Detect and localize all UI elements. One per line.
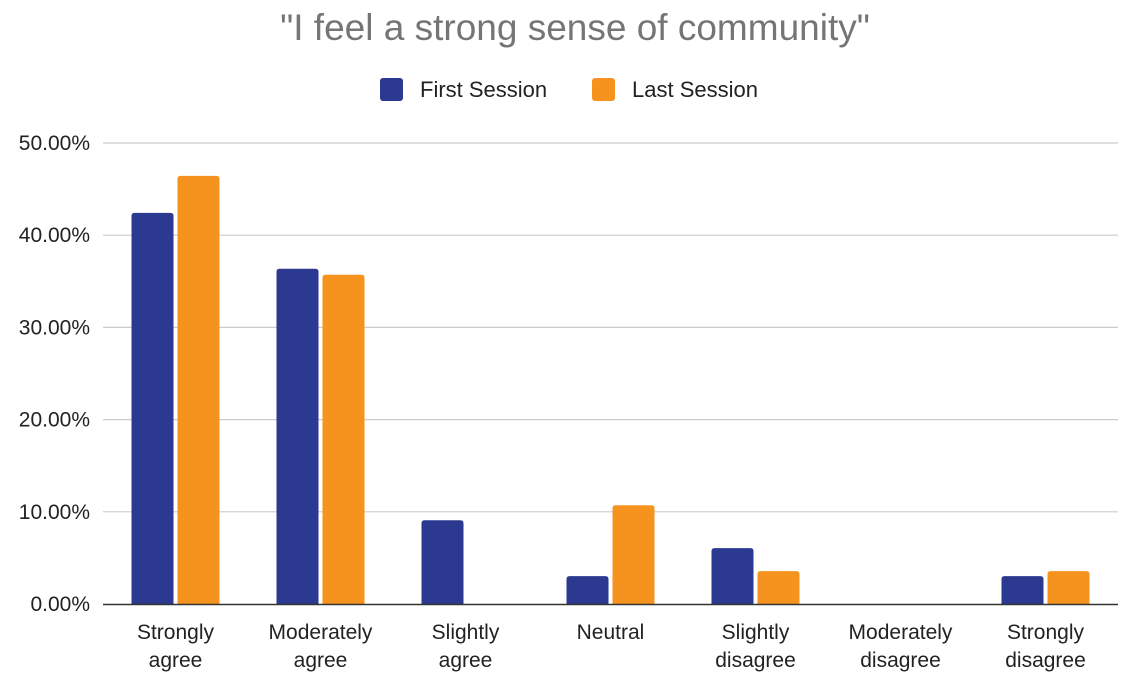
bar xyxy=(1047,571,1090,604)
y-axis: 0.00% 10.00% 20.00% 30.00% 40.00% 50.00% xyxy=(19,132,90,616)
bar xyxy=(1001,576,1044,604)
bar xyxy=(276,268,319,604)
bar xyxy=(711,548,754,604)
y-tick-label: 50.00% xyxy=(19,132,90,155)
x-tick-label: Moderately agree xyxy=(269,621,373,672)
chart-title: "I feel a strong sense of community" xyxy=(280,7,870,48)
bar xyxy=(421,520,464,604)
legend-label: First Session xyxy=(420,77,547,102)
x-tick-label: Slightly disagree xyxy=(715,621,796,672)
bar xyxy=(566,576,609,604)
x-axis: Strongly agree Moderately agree Slightly agre… xyxy=(103,603,1118,672)
bars xyxy=(131,175,1090,604)
y-tick-label: 20.00% xyxy=(19,409,90,432)
legend-swatch xyxy=(592,78,615,101)
y-tick-label: 40.00% xyxy=(19,224,90,247)
legend-label: Last Session xyxy=(632,77,758,102)
x-tick-label: Moderately disagree xyxy=(849,621,953,672)
bar xyxy=(757,571,800,604)
x-tick-label: Slightly agree xyxy=(432,621,500,672)
legend-swatch xyxy=(380,78,403,101)
y-tick-label: 30.00% xyxy=(19,316,90,339)
bar xyxy=(322,274,365,604)
x-tick-label: Neutral xyxy=(577,621,645,644)
bar xyxy=(177,175,220,604)
y-tick-label: 10.00% xyxy=(19,501,90,524)
gridlines xyxy=(103,142,1118,513)
bar xyxy=(131,212,174,604)
legend: First Session Last Session xyxy=(380,77,758,102)
x-tick-label: Strongly disagree xyxy=(1005,621,1086,672)
x-tick-label: Strongly agree xyxy=(137,621,215,672)
bar xyxy=(612,505,655,604)
y-tick-label: 0.00% xyxy=(30,593,90,616)
